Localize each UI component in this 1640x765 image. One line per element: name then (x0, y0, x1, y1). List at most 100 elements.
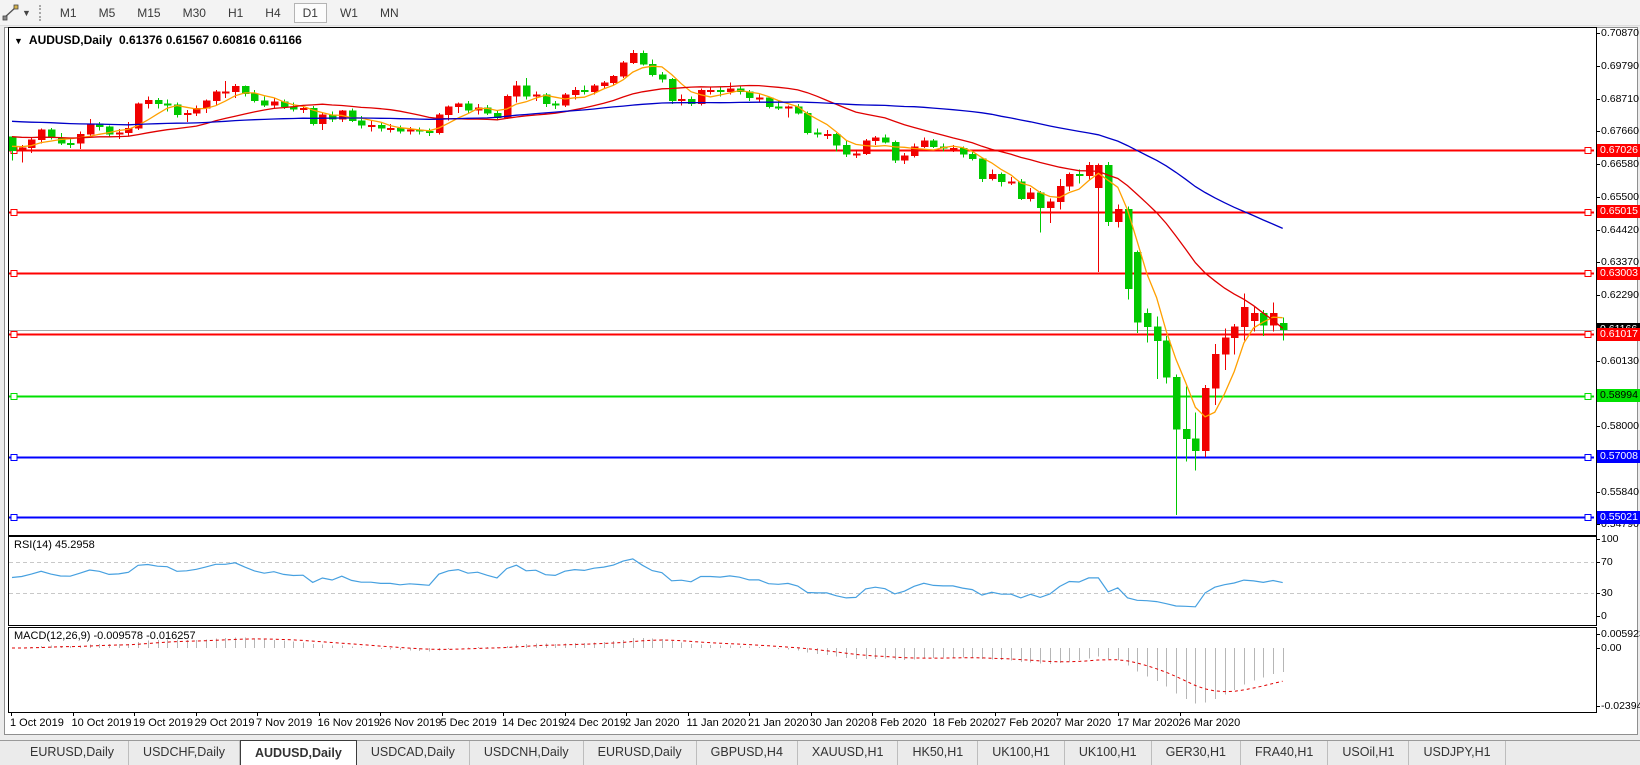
date-axis-label: 7 Nov 2019 (256, 717, 313, 729)
tab-audusd-daily-2[interactable]: AUDUSD,Daily (240, 740, 357, 765)
date-axis-label: 27 Feb 2020 (994, 717, 1056, 729)
price-level-badge-0.55021: 0.55021 (1597, 510, 1640, 524)
chart-tab-bar: EURUSD,Daily USDCHF,Daily AUDUSD,Daily USDC… (0, 740, 1640, 765)
timeframe-button-d1[interactable]: D1 (293, 2, 327, 23)
tab-usdcad-daily-3[interactable]: USDCAD,Daily (357, 741, 470, 765)
level-handle (1584, 331, 1592, 338)
date-axis-label: 7 Mar 2020 (1055, 717, 1112, 729)
price-axis-tick: 0.55840 (1601, 486, 1639, 499)
price-level-badge-0.61017: 0.61017 (1597, 327, 1640, 341)
date-axis-tick-mark (318, 712, 320, 716)
tab-fra40-h1-12[interactable]: FRA40,H1 (1241, 741, 1329, 765)
tab-gbpusd-h4-6[interactable]: GBPUSD,H4 (697, 741, 798, 765)
price-axis-tick-mark (1596, 33, 1600, 34)
level-handle (1584, 147, 1592, 154)
main-chart-plot[interactable] (9, 28, 1594, 533)
macd-indicator-plot[interactable] (9, 628, 1594, 710)
date-axis-tick-mark (995, 712, 996, 716)
rsi-line (11, 558, 1283, 608)
tab-eurusd-daily-5[interactable]: EURUSD,Daily (584, 741, 697, 765)
rsi-axis-tick-mark (1596, 562, 1600, 564)
rsi-axis-tick: 70 (1601, 556, 1613, 569)
date-axis-tick-mark (1056, 712, 1058, 716)
price-axis-tick: 0.68710 (1601, 93, 1639, 105)
timeframe-button-h4[interactable]: H4 (265, 5, 281, 20)
macd-axis-tick: 0.00 (1601, 642, 1622, 654)
price-axis-tick-mark (1596, 230, 1600, 232)
candles-group (9, 49, 1288, 515)
rsi-plot-frame (8, 536, 1597, 626)
symbol-ohlc-title: ▼ AUDUSD,Daily 0.61376 0.61567 0.60816 0.… (14, 33, 302, 47)
date-axis-label: 17 Mar 2020 (1117, 717, 1179, 729)
price-level-badge-0.63003: 0.63003 (1597, 266, 1640, 280)
date-axis-tick-mark (195, 712, 197, 716)
rsi-axis-tick: 100 (1601, 533, 1619, 545)
chevron-down-icon: ▼ (22, 7, 31, 18)
symbol-label: AUDUSD,Daily (28, 33, 113, 47)
tab-eurusd-daily-0[interactable]: EURUSD,Daily (16, 741, 130, 765)
tab-usdchf-daily-1[interactable]: USDCHF,Daily (129, 741, 240, 765)
date-axis-tick-mark (380, 712, 381, 716)
date-axis-tick-mark (810, 712, 812, 716)
date-axis-label: 14 Dec 2019 (502, 717, 565, 729)
tab-usdjpy-h1-14[interactable]: USDJPY,H1 (1409, 741, 1506, 765)
line-study-tool-button[interactable]: ▼ (0, 0, 35, 25)
level-handle (1584, 454, 1592, 461)
level-handle (10, 209, 18, 216)
date-axis-tick-mark (872, 712, 873, 716)
timeframe-button-m30[interactable]: M30 (182, 5, 206, 20)
timeframe-button-mn[interactable]: MN (379, 5, 399, 20)
date-axis-label: 29 Oct 2019 (194, 717, 255, 729)
price-axis-tick: 0.60130 (1601, 355, 1639, 368)
tab-xauusd-h1-7[interactable]: XAUUSD,H1 (798, 741, 899, 765)
price-level-badge-0.58994: 0.58994 (1597, 389, 1640, 403)
rsi-indicator-plot[interactable] (9, 537, 1594, 623)
price-axis-tick-mark (1596, 524, 1600, 526)
price-axis-tick: 0.70870 (1601, 27, 1639, 39)
date-axis-label: 26 Mar 2020 (1178, 717, 1241, 729)
timeframe-button-w1[interactable]: W1 (339, 5, 358, 20)
tab-ger30-h1-11[interactable]: GER30,H1 (1152, 741, 1242, 765)
tab-hk50-h1-8[interactable]: HK50,H1 (898, 741, 979, 765)
macd-histogram (22, 637, 1284, 704)
date-axis-tick-mark (1118, 712, 1119, 716)
date-axis-label: 21 Jan 2020 (748, 717, 809, 729)
price-axis-tick-mark (1596, 66, 1600, 67)
date-axis-label: 18 Feb 2020 (932, 717, 995, 729)
price-axis-tick-mark (1596, 164, 1600, 166)
price-axis-tick-mark (1596, 426, 1600, 428)
tab-usoil-h1-13[interactable]: USOil,H1 (1328, 741, 1410, 765)
tab-uk100-h1-9[interactable]: UK100,H1 (978, 741, 1065, 765)
price-axis-tick-mark (1596, 197, 1600, 199)
tab-uk100-h1-10[interactable]: UK100,H1 (1065, 741, 1152, 765)
timeframe-button-m5[interactable]: M5 (98, 5, 116, 20)
timeframe-button-m1[interactable]: M1 (59, 5, 77, 20)
macd-signal-line (12, 638, 1283, 693)
rsi-axis-tick: 30 (1601, 586, 1613, 599)
macd-axis-tick-mark (1596, 633, 1600, 635)
date-axis-label: 16 Nov 2019 (317, 717, 380, 729)
chart-menu-triangle-icon[interactable]: ▼ (14, 36, 23, 46)
level-handle (1584, 209, 1592, 216)
rsi-axis-tick-mark (1596, 539, 1600, 540)
tab-usdcnh-daily-4[interactable]: USDCNH,Daily (470, 741, 584, 765)
trendline-tool-icon (2, 4, 19, 21)
main-plot-frame (8, 27, 1597, 536)
top-toolbar: ▼ M1 M5 M15 M30 H1 H4 D1 W1 MN (0, 0, 1640, 26)
level-handle (1584, 270, 1592, 277)
price-axis-tick-mark (1596, 361, 1600, 363)
ohlc-values: 0.61376 0.61567 0.60816 0.61166 (118, 33, 302, 47)
level-handle (10, 393, 18, 400)
horizontal-level-lines[interactable] (9, 147, 1594, 521)
date-axis-label: 19 Oct 2019 (133, 717, 193, 729)
timeframe-button-m15[interactable]: M15 (137, 5, 161, 20)
toolbar-grip[interactable] (38, 4, 41, 21)
date-axis-tick-mark (257, 712, 258, 716)
date-axis-tick-mark (11, 712, 12, 716)
timeframe-button-h1[interactable]: H1 (227, 5, 244, 20)
macd-axis-tick-mark (1596, 705, 1600, 707)
macd-axis-tick: 0.005923 (1601, 627, 1640, 640)
macd-axis-tick: -0.023944 (1601, 699, 1640, 712)
price-axis-tick: 0.64420 (1601, 224, 1639, 237)
